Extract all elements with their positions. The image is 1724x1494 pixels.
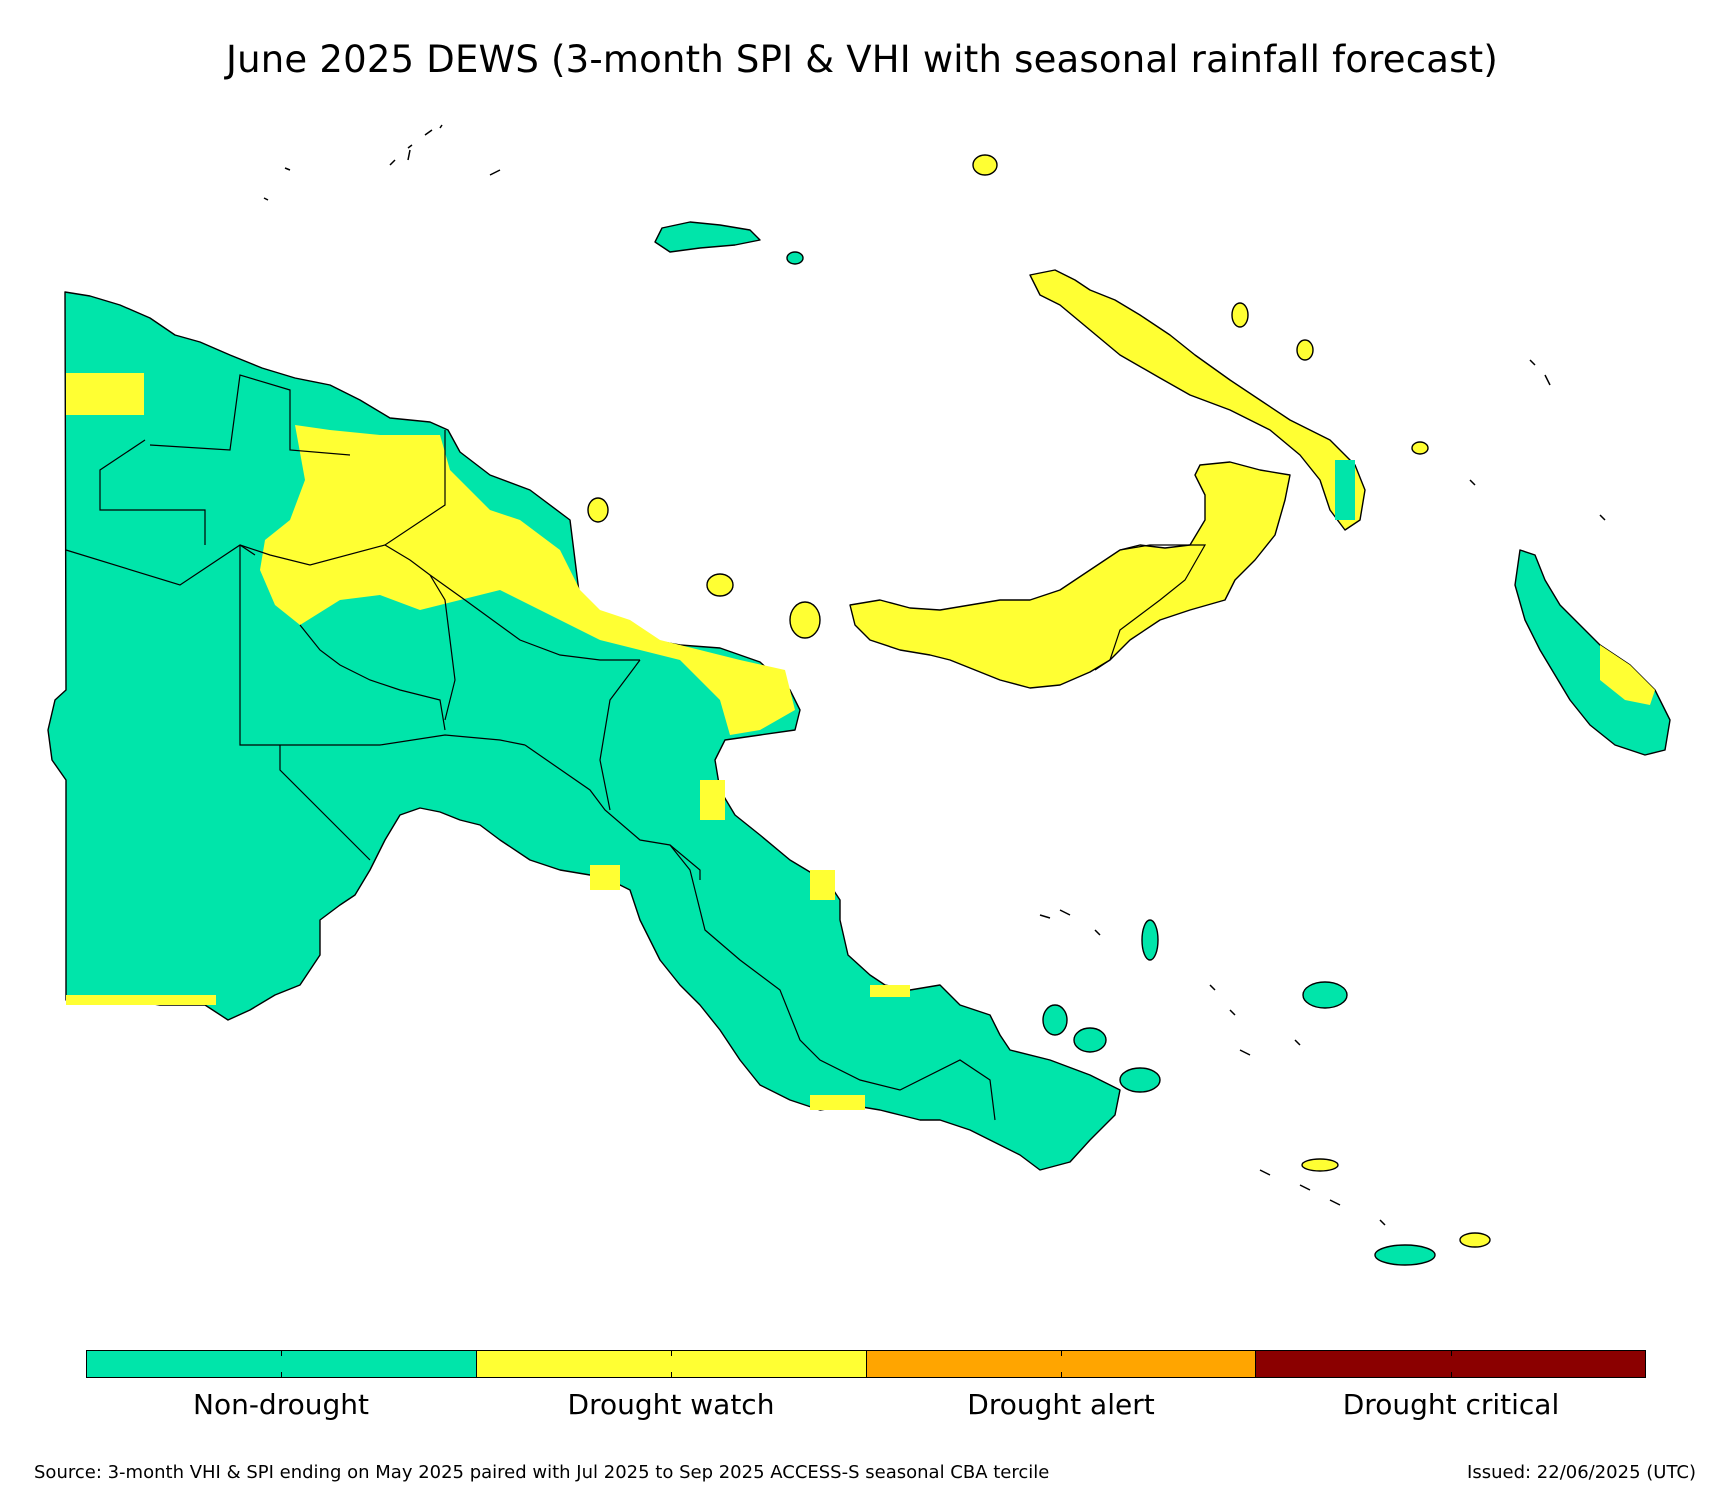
- bougainville: [1514, 549, 1671, 756]
- province-boundary: [299, 624, 446, 731]
- island: [587, 497, 609, 523]
- province-boundary: [279, 745, 371, 861]
- manus-island: [654, 221, 761, 253]
- legend-swatch-drought-watch: [476, 1351, 867, 1377]
- legend-label-non-drought: Non-drought: [193, 1388, 369, 1421]
- island: [1296, 339, 1314, 361]
- island: [789, 601, 821, 639]
- watch-patch-west: [66, 373, 144, 415]
- watch-patch-coast: [870, 985, 910, 997]
- island: [706, 573, 734, 597]
- province-boundary: [384, 544, 640, 661]
- province-boundary: [65, 544, 256, 586]
- island: [786, 251, 804, 265]
- island: [1231, 302, 1249, 328]
- watch-patch-south: [810, 1095, 865, 1110]
- province-boundary: [599, 659, 641, 811]
- mainland-region: [47, 291, 1121, 1171]
- province-boundary: [239, 545, 526, 746]
- new-britain: [849, 461, 1291, 689]
- island: [1042, 1004, 1068, 1036]
- new-ireland: [1029, 269, 1366, 531]
- non-patch-bougainville-s: [1600, 645, 1655, 705]
- atoll-marks: [1039, 909, 1386, 1226]
- legend-label-drought-critical: Drought critical: [1342, 1388, 1560, 1421]
- legend-label-drought-watch: Drought watch: [567, 1388, 775, 1421]
- non-patch-nireland: [1335, 460, 1355, 520]
- province-boundary: [1094, 544, 1207, 671]
- source-note: Source: 3-month VHI & SPI ending on May …: [34, 1462, 1050, 1483]
- atoll-marks: [263, 124, 1606, 521]
- province-boundary: [149, 374, 351, 456]
- watch-patch-coast: [700, 780, 725, 820]
- legend-labels: Non-drought Drought watch Drought alert …: [86, 1388, 1646, 1421]
- island: [1459, 1232, 1491, 1248]
- island: [1119, 1067, 1161, 1093]
- province-boundary: [429, 574, 456, 721]
- legend-swatch-drought-alert: [866, 1351, 1257, 1377]
- legend-colorbar: [86, 1350, 1646, 1378]
- issued-date: Issued: 22/06/2025 (UTC): [1467, 1462, 1696, 1483]
- legend-swatch-non-drought: [87, 1351, 477, 1377]
- watch-patch-south: [590, 865, 620, 890]
- island: [1374, 1244, 1436, 1266]
- watch-patch-coast: [810, 870, 835, 900]
- island: [1411, 441, 1429, 455]
- drought-map: [47, 124, 1671, 1266]
- island: [1302, 981, 1348, 1009]
- province-boundary: [669, 844, 996, 1121]
- legend-label-drought-alert: Drought alert: [967, 1388, 1155, 1421]
- province-boundary: [99, 439, 206, 545]
- province-boundary: [239, 430, 446, 566]
- island: [972, 154, 998, 176]
- legend-swatch-drought-critical: [1256, 1351, 1645, 1377]
- island: [1073, 1027, 1107, 1053]
- island: [1141, 919, 1159, 961]
- watch-patch-sepik: [260, 425, 795, 735]
- map-title: June 2025 DEWS (3-month SPI & VHI with s…: [226, 38, 1498, 81]
- province-boundary: [524, 744, 701, 880]
- watch-patch-sw: [66, 995, 216, 1005]
- island: [1301, 1158, 1339, 1172]
